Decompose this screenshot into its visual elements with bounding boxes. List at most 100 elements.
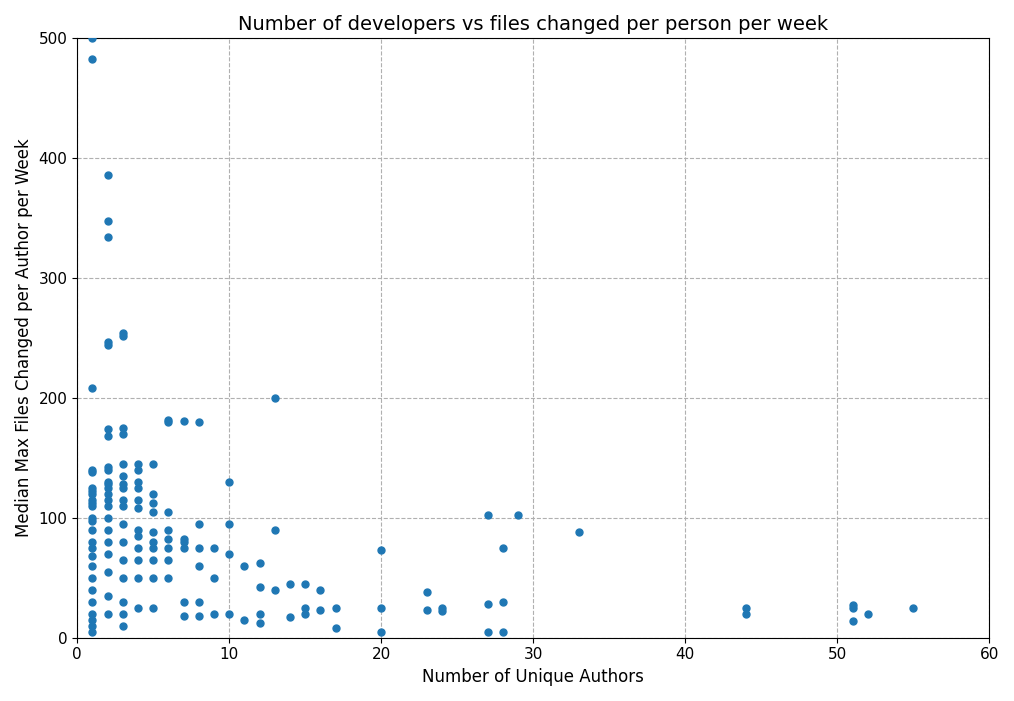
- Point: [145, 542, 161, 553]
- Point: [206, 608, 222, 620]
- Point: [115, 470, 131, 482]
- Point: [434, 602, 450, 613]
- Point: [84, 620, 100, 632]
- Point: [145, 602, 161, 613]
- Point: [115, 596, 131, 607]
- Point: [175, 596, 192, 607]
- Point: [99, 430, 116, 442]
- Point: [191, 518, 207, 529]
- Point: [84, 584, 100, 595]
- Point: [373, 626, 389, 637]
- Point: [84, 572, 100, 583]
- Point: [297, 578, 313, 590]
- X-axis label: Number of Unique Authors: Number of Unique Authors: [423, 668, 644, 686]
- Point: [99, 566, 116, 578]
- Point: [373, 545, 389, 556]
- Point: [130, 482, 146, 494]
- Point: [267, 584, 283, 595]
- Point: [297, 608, 313, 620]
- Point: [312, 584, 329, 595]
- Point: [419, 587, 435, 598]
- Point: [160, 572, 176, 583]
- Point: [221, 476, 237, 487]
- Point: [434, 606, 450, 617]
- Point: [99, 423, 116, 435]
- Point: [84, 482, 100, 494]
- Point: [130, 530, 146, 541]
- Point: [160, 534, 176, 545]
- Point: [160, 524, 176, 536]
- Point: [99, 464, 116, 475]
- Point: [251, 582, 268, 593]
- Point: [99, 512, 116, 524]
- Point: [99, 524, 116, 536]
- Point: [328, 602, 344, 613]
- Point: [84, 516, 100, 527]
- Point: [206, 542, 222, 553]
- Point: [267, 524, 283, 536]
- Point: [84, 626, 100, 637]
- Point: [328, 622, 344, 634]
- Point: [845, 615, 861, 627]
- Point: [99, 536, 116, 547]
- Point: [175, 536, 192, 547]
- Point: [99, 608, 116, 620]
- Point: [84, 486, 100, 497]
- Point: [160, 542, 176, 553]
- Point: [191, 596, 207, 607]
- Point: [510, 510, 526, 521]
- Point: [84, 614, 100, 625]
- Point: [99, 482, 116, 494]
- Point: [495, 596, 511, 607]
- Point: [130, 494, 146, 505]
- Point: [115, 479, 131, 490]
- Point: [160, 506, 176, 517]
- Point: [267, 393, 283, 404]
- Point: [130, 503, 146, 514]
- Point: [160, 416, 176, 428]
- Point: [99, 494, 116, 505]
- Point: [130, 524, 146, 536]
- Point: [236, 560, 252, 571]
- Point: [99, 170, 116, 181]
- Point: [115, 330, 131, 341]
- Point: [84, 464, 100, 475]
- Point: [312, 604, 329, 615]
- Point: [145, 526, 161, 538]
- Point: [115, 501, 131, 512]
- Point: [419, 604, 435, 615]
- Point: [221, 608, 237, 620]
- Point: [84, 53, 100, 64]
- Point: [84, 489, 100, 500]
- Point: [84, 498, 100, 509]
- Point: [480, 599, 496, 610]
- Point: [145, 506, 161, 517]
- Point: [130, 464, 146, 475]
- Point: [115, 428, 131, 440]
- Point: [115, 422, 131, 433]
- Point: [84, 560, 100, 571]
- Point: [480, 510, 496, 521]
- Point: [175, 542, 192, 553]
- Point: [99, 489, 116, 500]
- Point: [495, 626, 511, 637]
- Point: [130, 572, 146, 583]
- Point: [251, 608, 268, 620]
- Point: [84, 608, 100, 620]
- Point: [84, 596, 100, 607]
- Point: [115, 518, 131, 529]
- Point: [373, 602, 389, 613]
- Point: [99, 476, 116, 487]
- Point: [145, 498, 161, 509]
- Point: [282, 578, 298, 590]
- Point: [84, 501, 100, 512]
- Point: [251, 558, 268, 569]
- Point: [845, 600, 861, 611]
- Point: [84, 550, 100, 562]
- Point: [84, 494, 100, 505]
- Point: [115, 327, 131, 339]
- Point: [145, 458, 161, 470]
- Point: [84, 33, 100, 44]
- Point: [175, 415, 192, 426]
- Point: [130, 542, 146, 553]
